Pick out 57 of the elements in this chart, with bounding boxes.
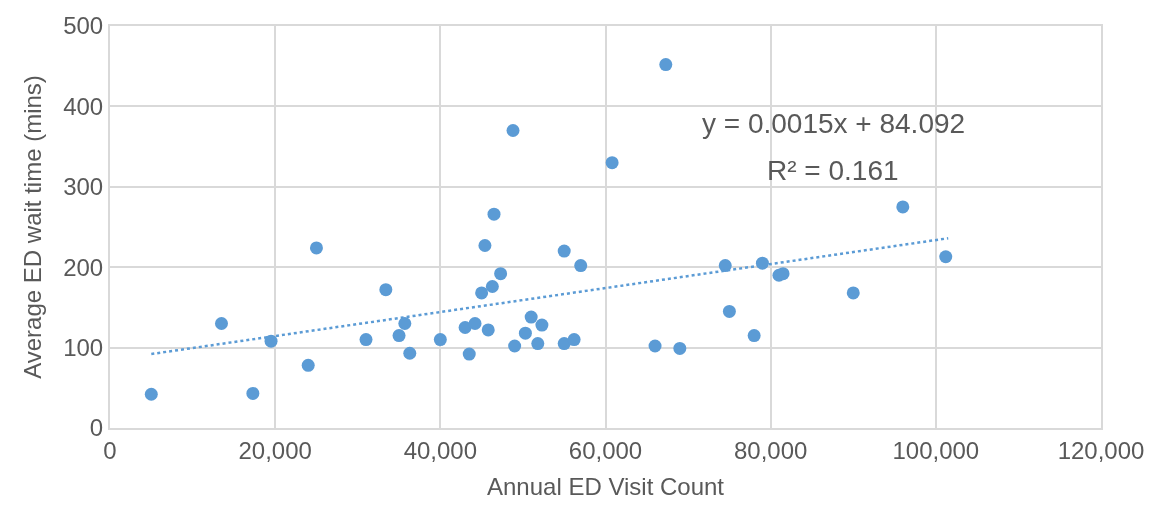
point — [379, 283, 393, 297]
x-tick-label: 40,000 — [403, 436, 478, 464]
annotation: R² = 0.161 — [767, 155, 899, 186]
point — [478, 238, 492, 252]
y-tick-label: 300 — [63, 173, 104, 201]
point — [535, 318, 549, 332]
x-tick-label: 120,000 — [1057, 436, 1145, 464]
point — [246, 386, 260, 400]
point — [359, 333, 373, 347]
point — [508, 339, 522, 353]
point — [494, 267, 508, 281]
point — [605, 156, 619, 170]
point — [468, 316, 482, 330]
point — [747, 329, 761, 343]
point — [574, 259, 588, 273]
point — [433, 333, 447, 347]
point — [673, 341, 687, 355]
point — [648, 339, 662, 353]
point — [458, 321, 472, 334]
point — [392, 329, 406, 343]
point — [487, 207, 501, 221]
point — [939, 250, 953, 264]
y-tick-label: 100 — [63, 334, 104, 361]
point — [309, 241, 323, 255]
point — [557, 337, 571, 351]
point — [398, 316, 412, 330]
x-axis-title: Annual ED Visit Count — [486, 472, 725, 500]
x-tick-label: 20,000 — [238, 436, 312, 464]
point — [301, 358, 315, 372]
point — [485, 280, 499, 293]
point — [481, 323, 495, 337]
point — [462, 347, 476, 361]
y-tick-label: 400 — [63, 92, 104, 120]
point — [557, 244, 571, 258]
point — [776, 267, 790, 281]
point — [524, 310, 538, 324]
point — [531, 337, 545, 351]
point — [518, 326, 532, 340]
annotation: y = 0.0015x + 84.092 — [702, 108, 966, 139]
point — [718, 259, 732, 273]
point — [722, 304, 736, 318]
point — [896, 200, 910, 214]
y-tick-label: 0 — [89, 414, 104, 442]
point — [403, 346, 417, 360]
point — [475, 286, 489, 300]
y-axis-title: Average ED wait time (mins) — [18, 75, 46, 379]
point — [567, 333, 581, 347]
x-tick-label: 80,000 — [733, 436, 808, 464]
y-tick-label: 500 — [63, 12, 104, 40]
point — [846, 286, 860, 300]
point — [215, 316, 228, 330]
point — [659, 58, 673, 72]
point — [506, 124, 520, 138]
y-tick-label: 200 — [63, 253, 104, 281]
point — [144, 387, 158, 401]
x-tick-label: 60,000 — [568, 436, 643, 464]
x-tick-label: 100,000 — [892, 436, 980, 464]
